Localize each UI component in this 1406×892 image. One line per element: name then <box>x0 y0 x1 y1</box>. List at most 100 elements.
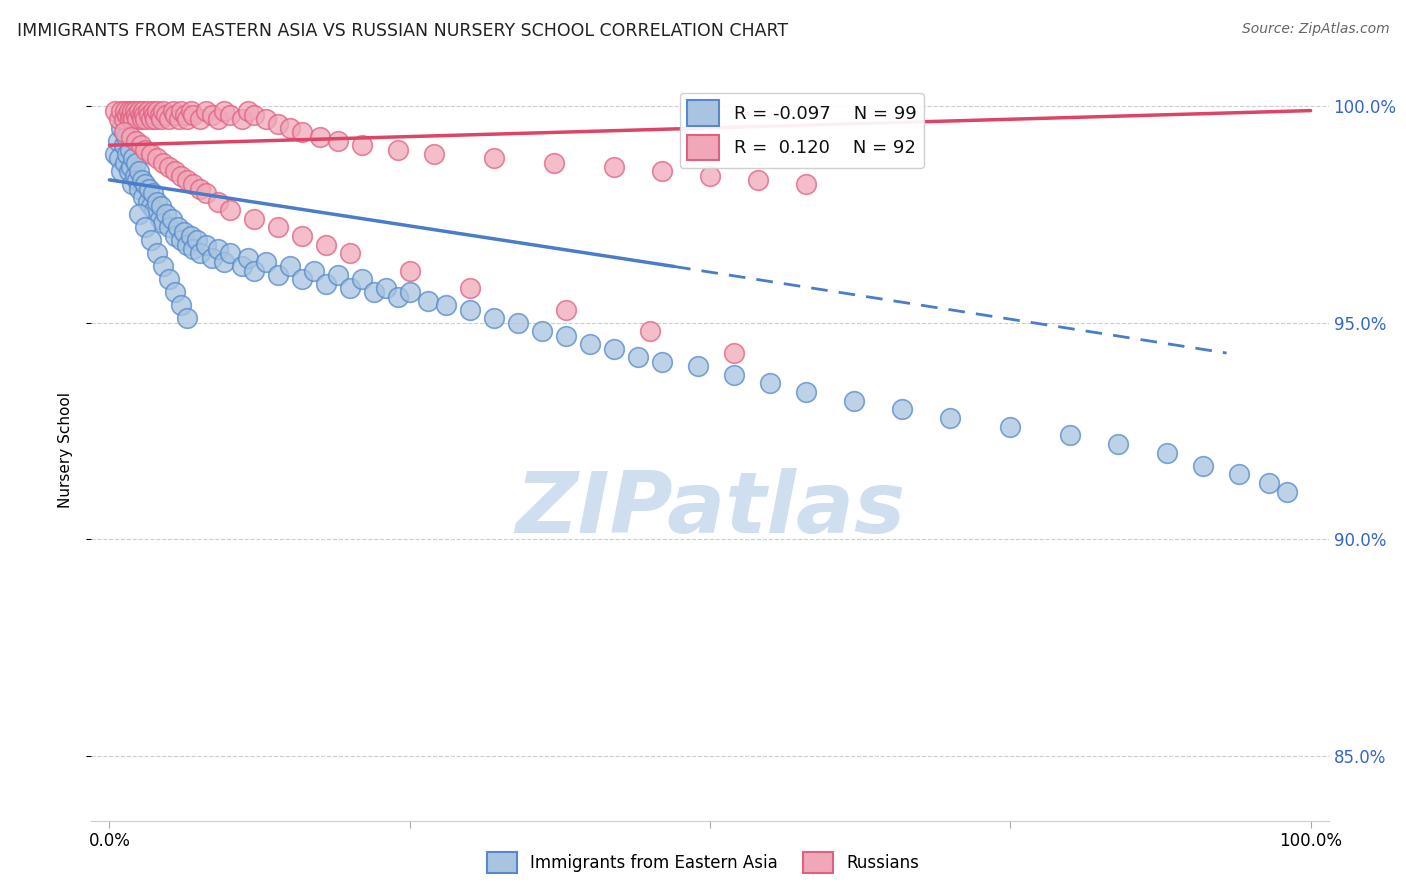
Point <box>125 155 148 169</box>
Point <box>138 108 160 122</box>
Point <box>1156 445 1178 459</box>
Point <box>242 264 264 278</box>
Point <box>482 311 505 326</box>
Point <box>458 302 481 317</box>
Point <box>125 108 148 122</box>
Point <box>146 194 169 209</box>
Point <box>1107 437 1129 451</box>
Point <box>114 155 136 169</box>
Point <box>122 151 145 165</box>
Point <box>117 108 139 122</box>
Point <box>120 129 142 144</box>
Point <box>176 237 198 252</box>
Point <box>939 411 962 425</box>
Point <box>118 143 141 157</box>
Point <box>794 384 817 399</box>
Point <box>152 103 174 118</box>
Point <box>104 147 127 161</box>
Point <box>142 203 165 218</box>
Point <box>1227 467 1250 482</box>
Point <box>200 108 222 122</box>
Point <box>844 393 866 408</box>
Point <box>638 325 661 339</box>
Point <box>218 246 240 260</box>
Point <box>160 211 183 226</box>
Point <box>122 112 145 127</box>
Point <box>180 229 202 244</box>
Point <box>398 264 420 278</box>
Point <box>387 143 409 157</box>
Point <box>167 112 190 127</box>
Point <box>302 264 325 278</box>
Point <box>112 125 135 139</box>
Point <box>131 112 153 127</box>
Point <box>124 103 146 118</box>
Point <box>242 211 264 226</box>
Point <box>146 103 169 118</box>
Point <box>173 225 195 239</box>
Point <box>152 260 174 274</box>
Point <box>363 285 385 300</box>
Text: ZIPatlas: ZIPatlas <box>515 468 905 551</box>
Point <box>152 216 174 230</box>
Point <box>149 211 172 226</box>
Point <box>129 138 152 153</box>
Point <box>134 143 156 157</box>
Point <box>603 160 626 174</box>
Point <box>207 194 229 209</box>
Point <box>200 251 222 265</box>
Point <box>150 199 173 213</box>
Legend: R = -0.097    N = 99, R =  0.120    N = 92: R = -0.097 N = 99, R = 0.120 N = 92 <box>679 93 924 168</box>
Point <box>218 108 240 122</box>
Legend: Immigrants from Eastern Asia, Russians: Immigrants from Eastern Asia, Russians <box>481 846 925 880</box>
Point <box>124 169 146 183</box>
Point <box>254 255 277 269</box>
Point <box>699 169 721 183</box>
Point <box>152 155 174 169</box>
Point <box>723 346 745 360</box>
Point <box>326 134 349 148</box>
Point <box>308 129 330 144</box>
Point <box>167 220 190 235</box>
Point <box>1000 419 1022 434</box>
Point <box>117 103 139 118</box>
Point <box>176 112 198 127</box>
Point <box>188 112 211 127</box>
Point <box>278 260 301 274</box>
Point <box>315 277 337 291</box>
Point <box>134 177 156 191</box>
Point <box>120 108 142 122</box>
Point <box>218 203 240 218</box>
Point <box>212 103 235 118</box>
Point <box>118 112 141 127</box>
Point <box>146 151 169 165</box>
Point <box>339 246 361 260</box>
Point <box>136 194 159 209</box>
Point <box>891 402 914 417</box>
Point <box>125 173 148 187</box>
Point <box>188 181 211 195</box>
Point <box>132 103 155 118</box>
Point <box>242 108 264 122</box>
Point <box>138 181 160 195</box>
Point <box>794 177 817 191</box>
Point <box>387 290 409 304</box>
Point <box>186 234 208 248</box>
Point <box>231 112 253 127</box>
Point <box>627 351 650 365</box>
Point <box>422 147 444 161</box>
Point <box>651 354 673 368</box>
Point <box>159 160 181 174</box>
Point <box>155 207 177 221</box>
Point <box>159 112 181 127</box>
Point <box>339 281 361 295</box>
Point <box>150 112 173 127</box>
Point <box>117 164 139 178</box>
Point <box>180 103 202 118</box>
Point <box>155 108 177 122</box>
Point <box>207 242 229 256</box>
Point <box>266 268 288 282</box>
Point <box>236 103 259 118</box>
Point <box>554 328 576 343</box>
Point <box>266 220 288 235</box>
